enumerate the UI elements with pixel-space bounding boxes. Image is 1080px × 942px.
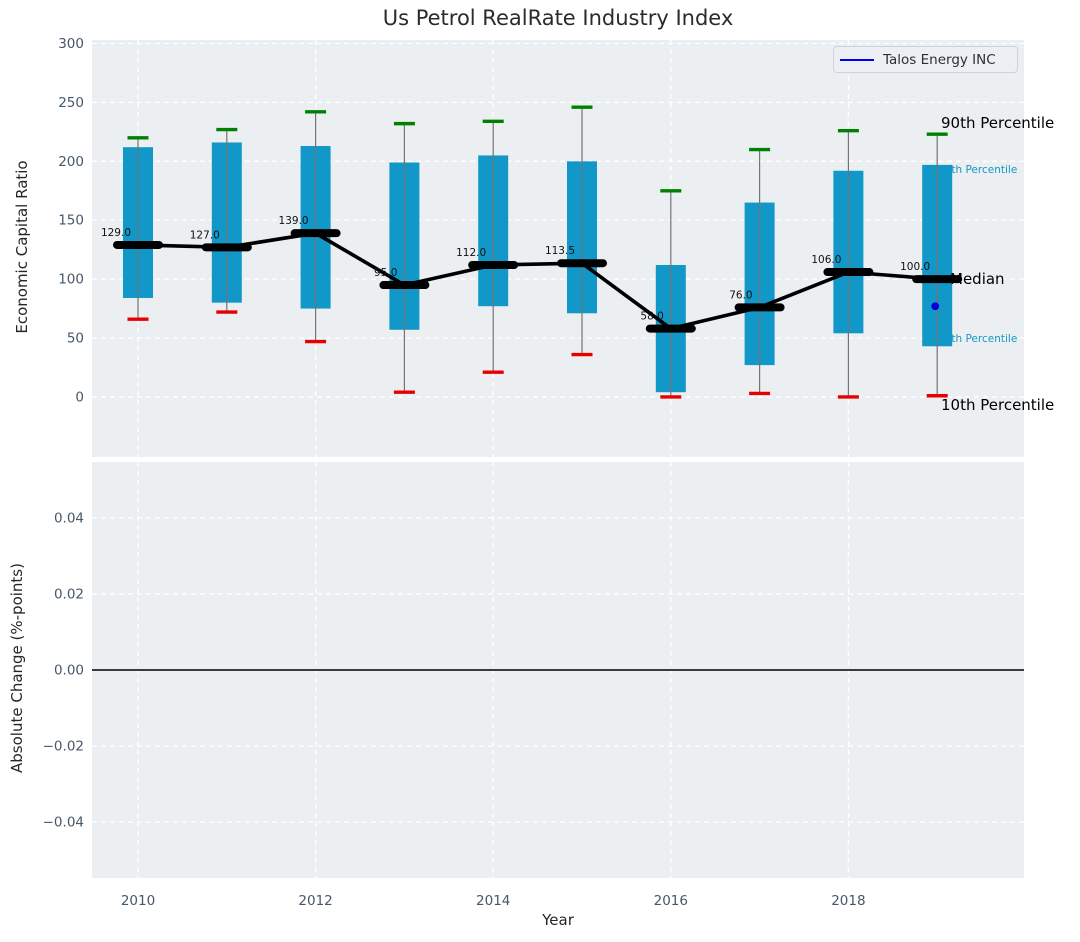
y-tick-label: 200 <box>58 154 84 170</box>
legend-line-sample <box>840 58 874 61</box>
median-value-label: 76.0 <box>729 289 752 301</box>
legend-label: Talos Energy INC <box>883 51 996 68</box>
y-tick-label: −0.02 <box>43 739 84 755</box>
median-value-label: 112.0 <box>456 247 486 259</box>
y-tick-label: 300 <box>58 36 84 52</box>
median-value-label: 106.0 <box>811 254 841 266</box>
x-tick-label: 2016 <box>654 893 688 909</box>
y-tick-label: 0 <box>75 389 84 405</box>
annotation-25th-percentile: 25th Percentile <box>938 333 1018 345</box>
legend: Talos Energy INC <box>833 46 1018 73</box>
annotation-75th-percentile: 75th Percentile <box>938 164 1018 176</box>
x-tick-label: 2014 <box>476 893 510 909</box>
y-tick-label: 0.00 <box>54 663 84 679</box>
median-value-label: 129.0 <box>101 227 131 239</box>
x-tick-label: 2018 <box>831 893 865 909</box>
x-axis-label: Year <box>542 911 574 929</box>
x-tick-label: 2010 <box>121 893 155 909</box>
annotation-median: Median <box>950 270 1005 288</box>
y-axis-label-top: Economic Capital Ratio <box>13 160 31 334</box>
annotation-10th-percentile: 10th Percentile <box>941 396 1055 414</box>
median-value-label: 113.5 <box>545 245 575 257</box>
x-tick-label: 2012 <box>298 893 332 909</box>
company-data-point <box>931 302 940 311</box>
y-axis-label-bottom: Absolute Change (%-points) <box>8 563 26 773</box>
y-tick-label: 50 <box>67 331 84 347</box>
chart-title: Us Petrol RealRate Industry Index <box>382 6 734 30</box>
y-tick-label: 0.04 <box>54 510 84 526</box>
y-tick-label: 100 <box>58 272 84 288</box>
y-tick-label: −0.04 <box>43 815 84 831</box>
median-trend-line <box>137 231 938 331</box>
median-value-label: 95.0 <box>374 267 397 279</box>
y-tick-label: 0.02 <box>54 586 84 602</box>
median-value-label: 100.0 <box>900 261 930 273</box>
y-tick-label: 250 <box>58 95 84 111</box>
y-tick-label: 150 <box>58 213 84 229</box>
median-value-label: 127.0 <box>190 229 220 241</box>
annotation-90th-percentile: 90th Percentile <box>941 114 1055 132</box>
median-value-label: 58.0 <box>640 311 663 323</box>
median-value-label: 139.0 <box>279 215 309 227</box>
